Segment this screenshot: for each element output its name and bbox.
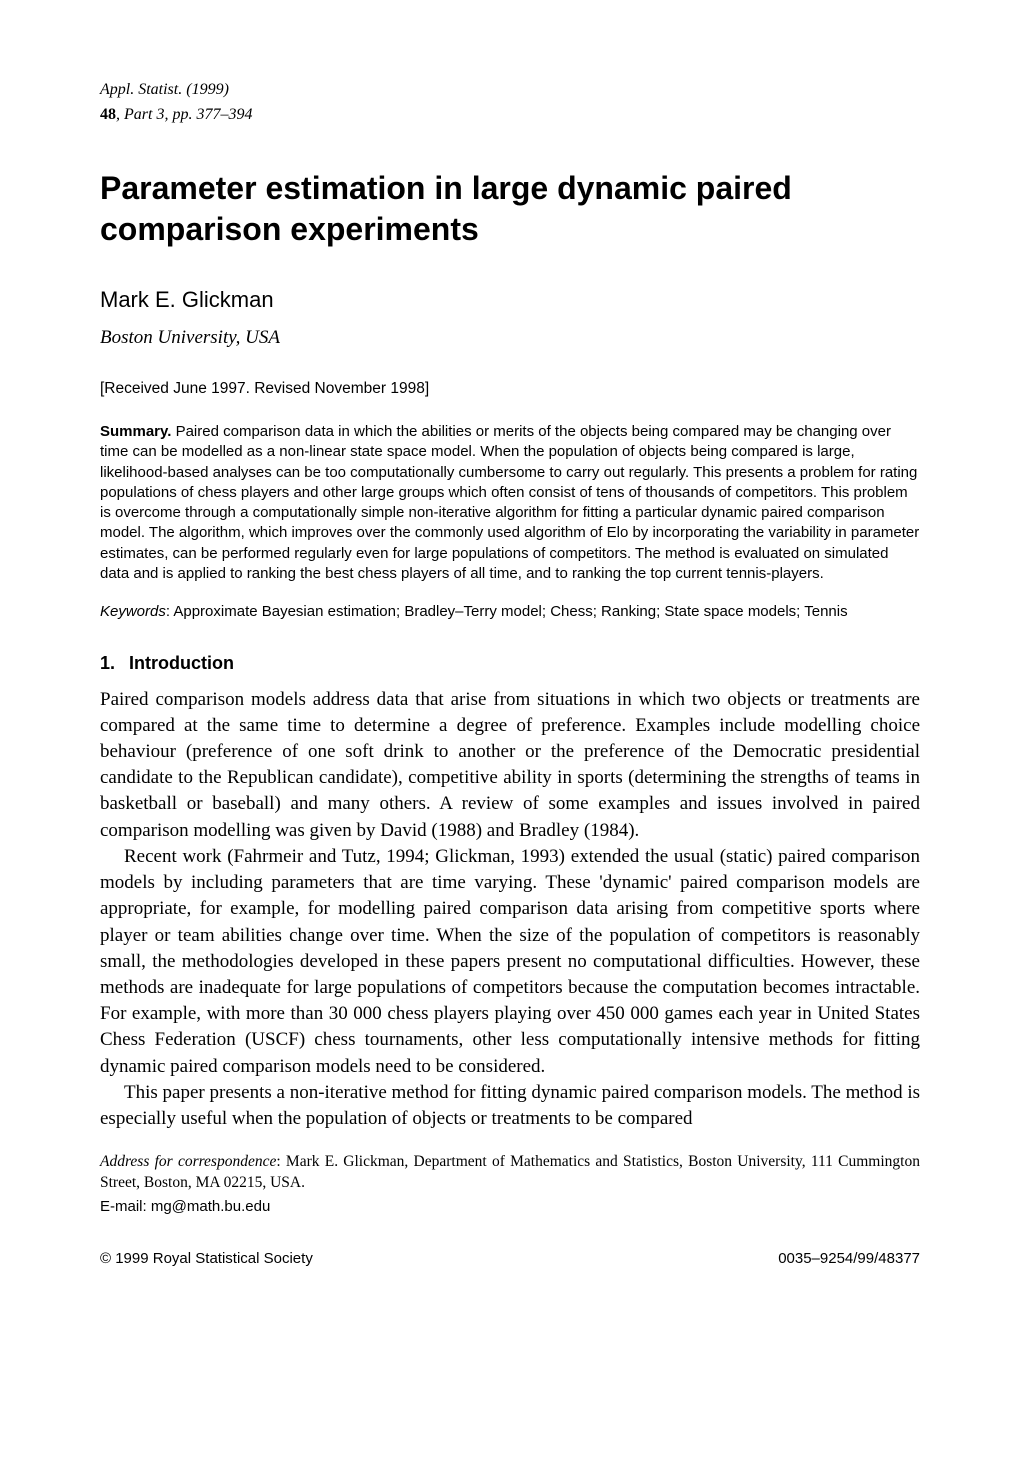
keywords-block: Keywords: Approximate Bayesian estimatio… bbox=[100, 602, 920, 622]
received-dates: [Received June 1997. Revised November 19… bbox=[100, 378, 920, 400]
paper-title: Parameter estimation in large dynamic pa… bbox=[100, 168, 920, 250]
body-paragraph-3: This paper presents a non-iterative meth… bbox=[100, 1080, 920, 1132]
section-heading: 1. Introduction bbox=[100, 650, 920, 676]
keywords-label: Keywords bbox=[100, 603, 166, 620]
body-paragraph-1: Paired comparison models address data th… bbox=[100, 687, 920, 844]
journal-meta-line2: 48, Part 3, pp. 377–394 bbox=[100, 103, 920, 126]
journal-name: Appl. Statist. bbox=[100, 81, 182, 98]
summary-text: Paired comparison data in which the abil… bbox=[100, 423, 919, 582]
summary-block: Summary. Paired comparison data in which… bbox=[100, 422, 920, 584]
journal-meta-line1: Appl. Statist. (1999) bbox=[100, 78, 920, 101]
journal-part-pages: , Part 3, pp. 377–394 bbox=[116, 106, 252, 123]
page-footer: © 1999 Royal Statistical Society 0035–92… bbox=[100, 1248, 920, 1270]
body-paragraph-2: Recent work (Fahrmeir and Tutz, 1994; Gl… bbox=[100, 844, 920, 1080]
correspondence-block: Address for correspondence: Mark E. Glic… bbox=[100, 1152, 920, 1194]
footer-issn: 0035–9254/99/48377 bbox=[778, 1248, 920, 1270]
journal-volume: 48 bbox=[100, 106, 116, 123]
keywords-text: : Approximate Bayesian estimation; Bradl… bbox=[166, 603, 848, 620]
section-number: 1. bbox=[100, 650, 115, 676]
section-title: Introduction bbox=[129, 653, 234, 673]
summary-label: Summary. bbox=[100, 423, 171, 440]
author-name: Mark E. Glickman bbox=[100, 284, 920, 316]
correspondence-email: E-mail: mg@math.bu.edu bbox=[100, 1196, 920, 1218]
correspondence-label: Address for correspondence bbox=[100, 1153, 276, 1170]
footer-copyright: © 1999 Royal Statistical Society bbox=[100, 1248, 313, 1270]
journal-year: (1999) bbox=[186, 81, 229, 98]
author-affiliation: Boston University, USA bbox=[100, 324, 920, 352]
